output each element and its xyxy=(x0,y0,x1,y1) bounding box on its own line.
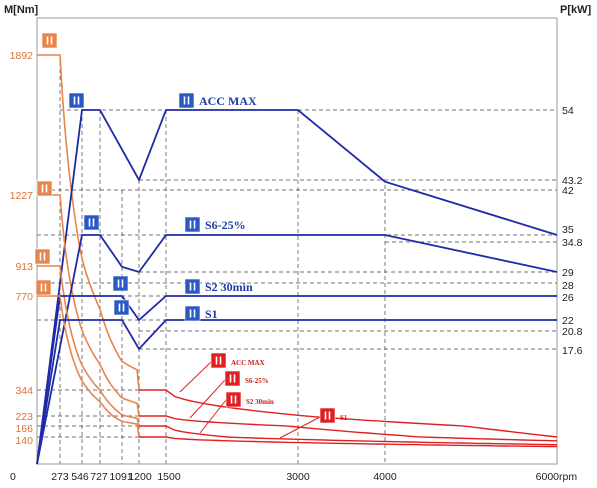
torque-tick-223: 223 xyxy=(15,411,33,423)
left-axis-label: M[Nm] xyxy=(4,4,39,16)
red-series-label-s2: S2 30min xyxy=(246,398,274,406)
x-tick-6000: 6000 xyxy=(536,471,560,483)
red-label-icon-s1 xyxy=(224,370,241,387)
torque-icon-s3 xyxy=(35,279,52,296)
power-icon-left-s2-box xyxy=(112,275,129,292)
power-tick-54: 54 xyxy=(562,105,574,117)
torque-tick-166: 166 xyxy=(15,423,33,435)
axis-and-series-labels: ACC MAX ACC MAX S6-25% S6-25% S2 30min S2 30m… xyxy=(4,4,592,483)
power-icon-left-s0 xyxy=(68,92,85,109)
x-tick-546: 546 xyxy=(71,471,89,483)
power-tick-42: 42 xyxy=(562,185,574,197)
torque-tick-770: 770 xyxy=(15,291,33,303)
torque-tick-140: 140 xyxy=(15,435,33,447)
power-tick-20_8: 20.8 xyxy=(562,326,583,338)
power-tick-43_2: 43.2 xyxy=(562,175,583,187)
power-series-label-s2: S2 30min xyxy=(205,280,253,294)
x-tick-727: 727 xyxy=(90,471,108,483)
power-icon-left-s1-box xyxy=(83,214,100,231)
torque-tick-913: 913 xyxy=(15,261,33,273)
power-label-icon-s0-box xyxy=(178,92,195,109)
dashed-gridlines xyxy=(37,55,557,464)
power-tick-29: 29 xyxy=(562,267,574,279)
x-unit-label: rpm xyxy=(559,471,577,483)
red-label-icon-s1-box xyxy=(224,370,241,387)
torque-icon-s1 xyxy=(36,180,53,197)
red-leader-s2 xyxy=(199,399,227,434)
power-icon-left-s2 xyxy=(112,275,129,292)
power-label-icon-s1-box xyxy=(184,216,201,233)
red-series-label-s0: ACC MAX xyxy=(231,359,265,367)
torque-tail-s1 xyxy=(139,411,558,442)
red-label-icon-s0 xyxy=(210,352,227,369)
red-label-icon-s3-box xyxy=(319,407,336,424)
torque-icon-s2-box xyxy=(34,248,51,265)
series-lines xyxy=(36,54,558,465)
red-label-icon-s3 xyxy=(319,407,336,424)
red-label-icon-s2 xyxy=(225,391,242,408)
power-tick-22: 22 xyxy=(562,315,574,327)
power-tick-35: 35 xyxy=(562,224,574,236)
torque-tick-1227: 1227 xyxy=(10,190,34,202)
x-tick-0: 0 xyxy=(10,471,16,483)
series-icons xyxy=(34,32,336,424)
red-leader-s3 xyxy=(279,416,321,439)
red-leader-s0 xyxy=(179,361,212,393)
power-curve-s2 xyxy=(36,295,557,465)
power-label-icon-s3 xyxy=(184,305,201,322)
torque-tail-s0 xyxy=(139,382,558,438)
torque-curve-s0 xyxy=(37,54,139,391)
torque-icon-s1-box xyxy=(36,180,53,197)
power-tick-26: 26 xyxy=(562,292,574,304)
power-label-icon-s3-box xyxy=(184,305,201,322)
power-icon-left-s1 xyxy=(83,214,100,231)
power-curve-s0 xyxy=(36,109,558,465)
torque-tail-s2 xyxy=(139,423,558,446)
torque-tick-344: 344 xyxy=(15,385,33,397)
red-leader-s1 xyxy=(189,379,226,419)
power-series-label-s0: ACC MAX xyxy=(199,94,257,108)
torque-icon-s0-box xyxy=(41,32,58,49)
torque-curve-s3 xyxy=(37,295,139,438)
power-label-icon-s0 xyxy=(178,92,195,109)
torque-tail-s3 xyxy=(139,432,558,448)
x-tick-4000: 4000 xyxy=(373,471,397,483)
torque-curve-s2 xyxy=(37,265,139,427)
power-icon-left-s3 xyxy=(113,299,130,316)
red-series-label-s3: S1 xyxy=(340,414,348,422)
power-series-label-s1: S6-25% xyxy=(205,218,246,232)
power-label-icon-s2 xyxy=(184,278,201,295)
power-curve-s3 xyxy=(36,319,557,465)
x-tick-3000: 3000 xyxy=(286,471,310,483)
plot-area xyxy=(36,17,558,465)
x-tick-1091: 1091 xyxy=(109,471,133,483)
red-label-icon-s0-box xyxy=(210,352,227,369)
x-tick-1200: 1200 xyxy=(128,471,152,483)
power-label-icon-s1 xyxy=(184,216,201,233)
power-label-icon-s2-box xyxy=(184,278,201,295)
torque-icon-s3-box xyxy=(35,279,52,296)
right-axis-label: P[kW] xyxy=(560,4,592,16)
red-label-icon-s2-box xyxy=(225,391,242,408)
power-curve-s1 xyxy=(36,234,558,465)
red-series-label-s1: S6-25% xyxy=(245,377,269,385)
power-icon-left-s3-box xyxy=(113,299,130,316)
power-tick-34_8: 34.8 xyxy=(562,237,583,249)
x-tick-273: 273 xyxy=(51,471,69,483)
plot-frame xyxy=(36,17,558,465)
power-tick-28: 28 xyxy=(562,280,574,292)
power-series-label-s3: S1 xyxy=(205,307,218,321)
power-tick-17_6: 17.6 xyxy=(562,345,583,357)
torque-icon-s0 xyxy=(41,32,58,49)
torque-curve-s1 xyxy=(37,194,139,417)
x-tick-1500: 1500 xyxy=(157,471,181,483)
torque-icon-s2 xyxy=(34,248,51,265)
power-icon-left-s0-box xyxy=(68,92,85,109)
torque-tick-1892: 1892 xyxy=(10,50,34,62)
